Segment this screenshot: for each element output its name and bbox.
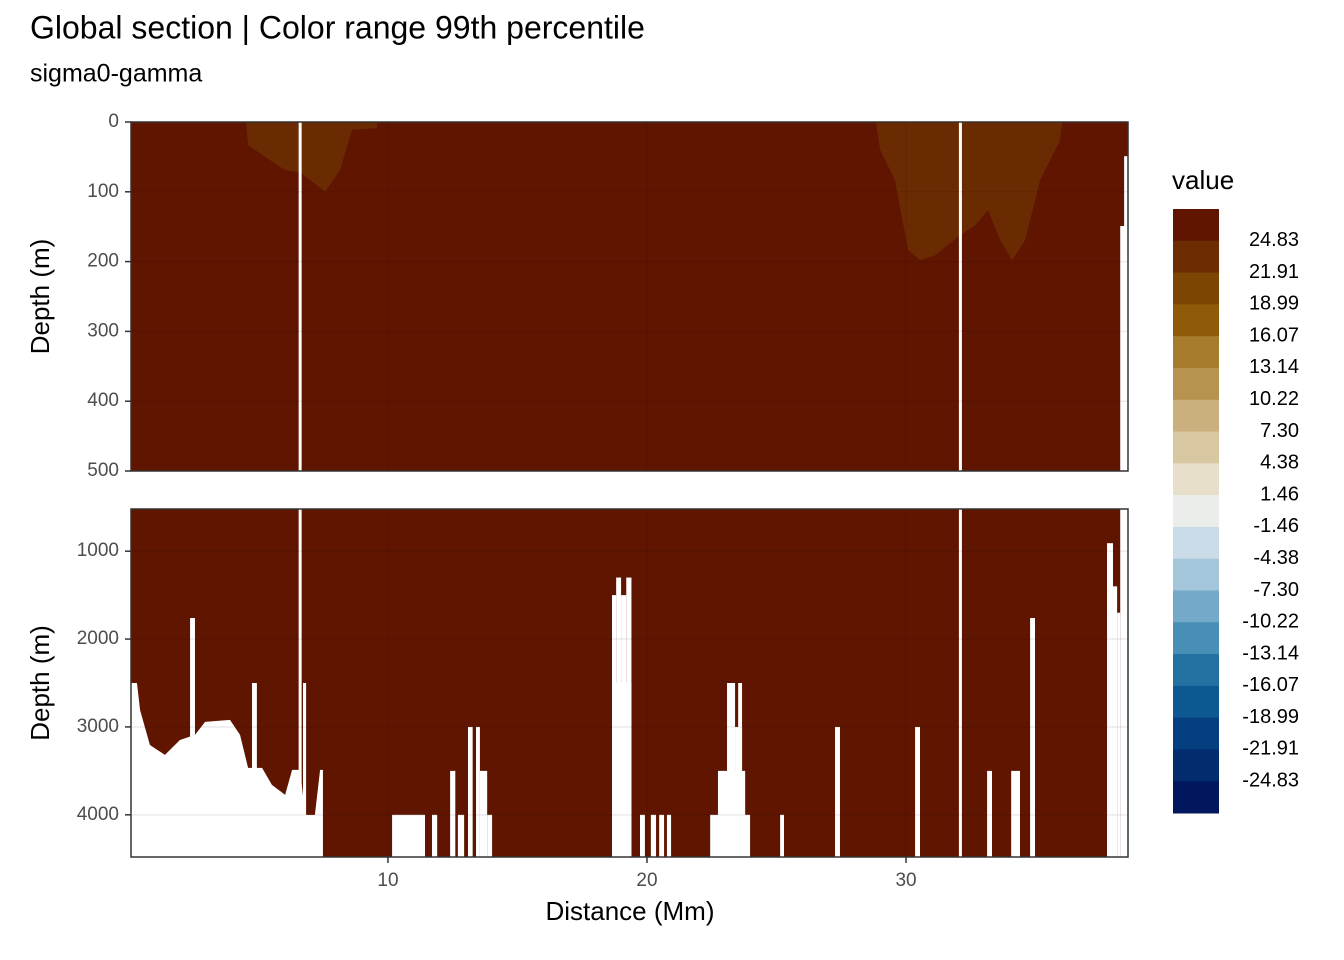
legend-swatch (1173, 367, 1219, 401)
data-gap (1107, 543, 1113, 857)
panel-border (130, 508, 1129, 858)
y-tick-label: 100 (87, 181, 119, 202)
y-tick-label: 2000 (77, 628, 119, 649)
y-tick-label: 4000 (77, 804, 119, 825)
legend-swatch (1173, 717, 1219, 750)
legend-swatch (1173, 654, 1219, 687)
y-axis-title: Depth (m) (25, 625, 55, 741)
legend-label: 7.30 (1260, 420, 1299, 442)
data-gap (450, 770, 456, 857)
data-gap (616, 577, 622, 857)
legend-swatch (1173, 590, 1219, 623)
legend-swatch (1173, 399, 1219, 433)
data-gap (1011, 770, 1020, 857)
data-gap (666, 814, 672, 857)
legend-swatch (1173, 781, 1219, 814)
legend-swatch (1173, 526, 1219, 560)
data-gap (251, 683, 257, 857)
data-gap (302, 683, 307, 857)
data-gap (612, 595, 617, 857)
data-gap (727, 683, 736, 857)
legend-label: -4.38 (1253, 547, 1299, 569)
data-gap (738, 683, 743, 857)
legend-swatch (1173, 240, 1219, 274)
chart-subtitle: sigma0-gamma (30, 60, 202, 88)
x-axis-title: Distance (Mm) (545, 896, 714, 926)
data-gap (987, 770, 993, 857)
blank-area (131, 683, 323, 857)
data-gap (190, 618, 195, 857)
legend-label: -24.83 (1242, 769, 1299, 791)
data-gap (1120, 226, 1128, 471)
panel (131, 509, 1128, 857)
data-gap (1030, 618, 1036, 857)
data-gap (626, 577, 632, 857)
legend-swatch (1173, 495, 1219, 528)
data-gap (621, 595, 627, 857)
legend-swatch (1173, 304, 1219, 337)
panel (131, 122, 1128, 471)
legend-swatch (1173, 431, 1219, 464)
x-tick-label: 20 (636, 870, 657, 891)
legend-label: 10.22 (1249, 388, 1299, 410)
data-gap (476, 726, 480, 857)
legend-swatch (1173, 749, 1219, 782)
y-tick-label: 400 (87, 390, 119, 411)
y-tick-label: 300 (87, 320, 119, 341)
y-axis-title: Depth (m) (25, 239, 55, 355)
data-gap (659, 814, 665, 857)
legend-label: 21.91 (1249, 261, 1299, 283)
data-gap (487, 814, 493, 857)
data-gap (650, 814, 657, 857)
data-gap (915, 726, 921, 857)
data-gap (479, 770, 488, 857)
data-gap (431, 814, 438, 857)
data-gap (835, 726, 840, 857)
x-tick-label: 10 (377, 870, 398, 891)
data-gap (1124, 156, 1128, 471)
data-gap (467, 726, 473, 857)
y-tick-label: 200 (87, 251, 119, 272)
legend-label: 4.38 (1260, 452, 1299, 474)
legend-label: -18.99 (1242, 706, 1299, 728)
legend-label: -1.46 (1253, 515, 1299, 537)
legend-swatch (1173, 272, 1219, 305)
data-gap (1120, 509, 1128, 857)
contour-region (246, 122, 378, 192)
legend-swatch (1173, 685, 1219, 719)
x-tick-label: 30 (895, 870, 916, 891)
legend-swatch (1173, 622, 1219, 655)
data-gap (1117, 612, 1121, 857)
data-gap (639, 814, 645, 857)
y-tick-label: 0 (108, 111, 119, 132)
data-gap (1112, 586, 1118, 857)
legend-label: -13.14 (1242, 642, 1299, 664)
legend-label: -7.30 (1253, 579, 1299, 601)
data-gap (392, 814, 425, 857)
legend-label: -10.22 (1242, 611, 1299, 633)
legend-label: 18.99 (1249, 293, 1299, 315)
chart-title: Global section | Color range 99th percen… (30, 9, 645, 45)
y-tick-label: 500 (87, 460, 119, 481)
legend-label: -21.91 (1242, 738, 1299, 760)
y-tick-label: 3000 (77, 716, 119, 737)
legend-label: 13.14 (1249, 356, 1299, 378)
legend-label: 24.83 (1249, 229, 1299, 251)
legend-swatch (1173, 209, 1219, 242)
panel-border (130, 121, 1129, 472)
legend-label: 1.46 (1260, 483, 1299, 505)
legend-swatch (1173, 463, 1219, 496)
y-tick-label: 1000 (77, 540, 119, 561)
legend-swatch (1173, 558, 1219, 591)
legend-label: 16.07 (1249, 324, 1299, 346)
data-gap (457, 814, 465, 857)
legend-label: -16.07 (1242, 674, 1299, 696)
legend-title: value (1172, 165, 1234, 195)
data-gap (780, 814, 785, 857)
legend-swatch (1173, 336, 1219, 369)
